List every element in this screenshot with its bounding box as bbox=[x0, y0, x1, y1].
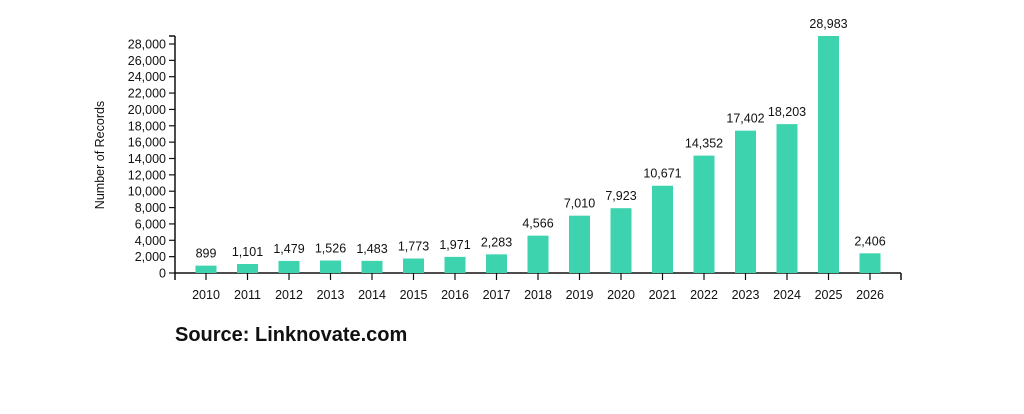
y-tick-label: 14,000 bbox=[128, 152, 166, 166]
x-tick-label: 2014 bbox=[358, 288, 386, 302]
x-tick-label: 2012 bbox=[275, 288, 303, 302]
data-label-2011: 1,101 bbox=[232, 245, 263, 259]
y-tick-label: 20,000 bbox=[128, 103, 166, 117]
x-tick-label: 2015 bbox=[400, 288, 428, 302]
x-tick-label: 2011 bbox=[234, 288, 261, 302]
x-tick-label: 2021 bbox=[649, 288, 677, 302]
x-tick-label: 2020 bbox=[607, 288, 635, 302]
x-tick-label: 2024 bbox=[773, 288, 801, 302]
source-note: Source: Linknovate.com bbox=[175, 324, 408, 346]
y-tick-label: 10,000 bbox=[128, 185, 166, 199]
x-tick-label: 2010 bbox=[192, 288, 220, 302]
data-label-2012: 1,479 bbox=[273, 242, 304, 256]
bar-2011 bbox=[237, 263, 258, 273]
y-tick-label: 4,000 bbox=[135, 234, 166, 248]
data-label-2022: 14,352 bbox=[685, 137, 723, 151]
bar-2022 bbox=[693, 155, 715, 273]
data-label-2014: 1,483 bbox=[356, 242, 387, 256]
data-label-2021: 10,671 bbox=[643, 167, 681, 181]
bar-2017 bbox=[486, 254, 507, 273]
x-tick-label: 2019 bbox=[566, 288, 594, 302]
x-tick-label: 2023 bbox=[732, 288, 760, 302]
data-label-2016: 1,971 bbox=[439, 238, 470, 252]
y-tick-label: 16,000 bbox=[128, 136, 166, 150]
y-tick-label: 2,000 bbox=[135, 250, 166, 264]
bar-2023 bbox=[735, 130, 756, 273]
y-tick-label: 18,000 bbox=[128, 119, 166, 133]
y-axis-label: Number of Records bbox=[93, 101, 107, 209]
bar-2014 bbox=[361, 260, 383, 273]
data-label-2010: 899 bbox=[196, 247, 217, 261]
data-label-2019: 7,010 bbox=[564, 197, 595, 211]
x-tick-label: 2022 bbox=[690, 288, 718, 302]
data-label-2020: 7,923 bbox=[605, 189, 636, 203]
y-tick-label: 24,000 bbox=[128, 70, 166, 84]
bar-2012 bbox=[278, 260, 300, 273]
data-label-2013: 1,526 bbox=[315, 242, 346, 256]
data-label-2026: 2,406 bbox=[854, 234, 885, 248]
y-tick-label: 26,000 bbox=[128, 54, 166, 68]
data-label-2015: 1,773 bbox=[398, 239, 429, 253]
x-tick-label: 2018 bbox=[524, 288, 552, 302]
x-tick-label: 2025 bbox=[815, 288, 843, 302]
y-tick-label: 6,000 bbox=[135, 217, 166, 231]
data-label-2025: 28,983 bbox=[809, 17, 847, 31]
bar-2026 bbox=[859, 253, 881, 273]
data-label-2023: 17,402 bbox=[726, 112, 764, 126]
y-tick-label: 12,000 bbox=[128, 168, 166, 182]
y-tick-label: 0 bbox=[159, 267, 166, 281]
bar-2018 bbox=[527, 235, 549, 273]
bar-2020 bbox=[610, 208, 632, 273]
bar-2024 bbox=[776, 124, 798, 274]
bar-2013 bbox=[320, 260, 341, 273]
bar-2025 bbox=[818, 35, 839, 273]
bar-2021 bbox=[652, 185, 673, 273]
bar-2016 bbox=[444, 256, 466, 273]
y-tick-label: 8,000 bbox=[135, 201, 166, 215]
y-tick-label: 28,000 bbox=[128, 38, 166, 52]
x-tick-label: 2013 bbox=[317, 288, 345, 302]
data-label-2024: 18,203 bbox=[768, 105, 806, 119]
x-tick-label: 2026 bbox=[856, 288, 884, 302]
y-tick-label: 22,000 bbox=[128, 87, 166, 101]
data-label-2018: 4,566 bbox=[522, 217, 553, 231]
bar-2015 bbox=[403, 258, 424, 273]
x-tick-label: 2016 bbox=[441, 288, 469, 302]
bar-2019 bbox=[569, 215, 590, 273]
data-label-2017: 2,283 bbox=[481, 235, 512, 249]
x-tick-label: 2017 bbox=[483, 288, 511, 302]
bar-2010 bbox=[195, 265, 217, 273]
